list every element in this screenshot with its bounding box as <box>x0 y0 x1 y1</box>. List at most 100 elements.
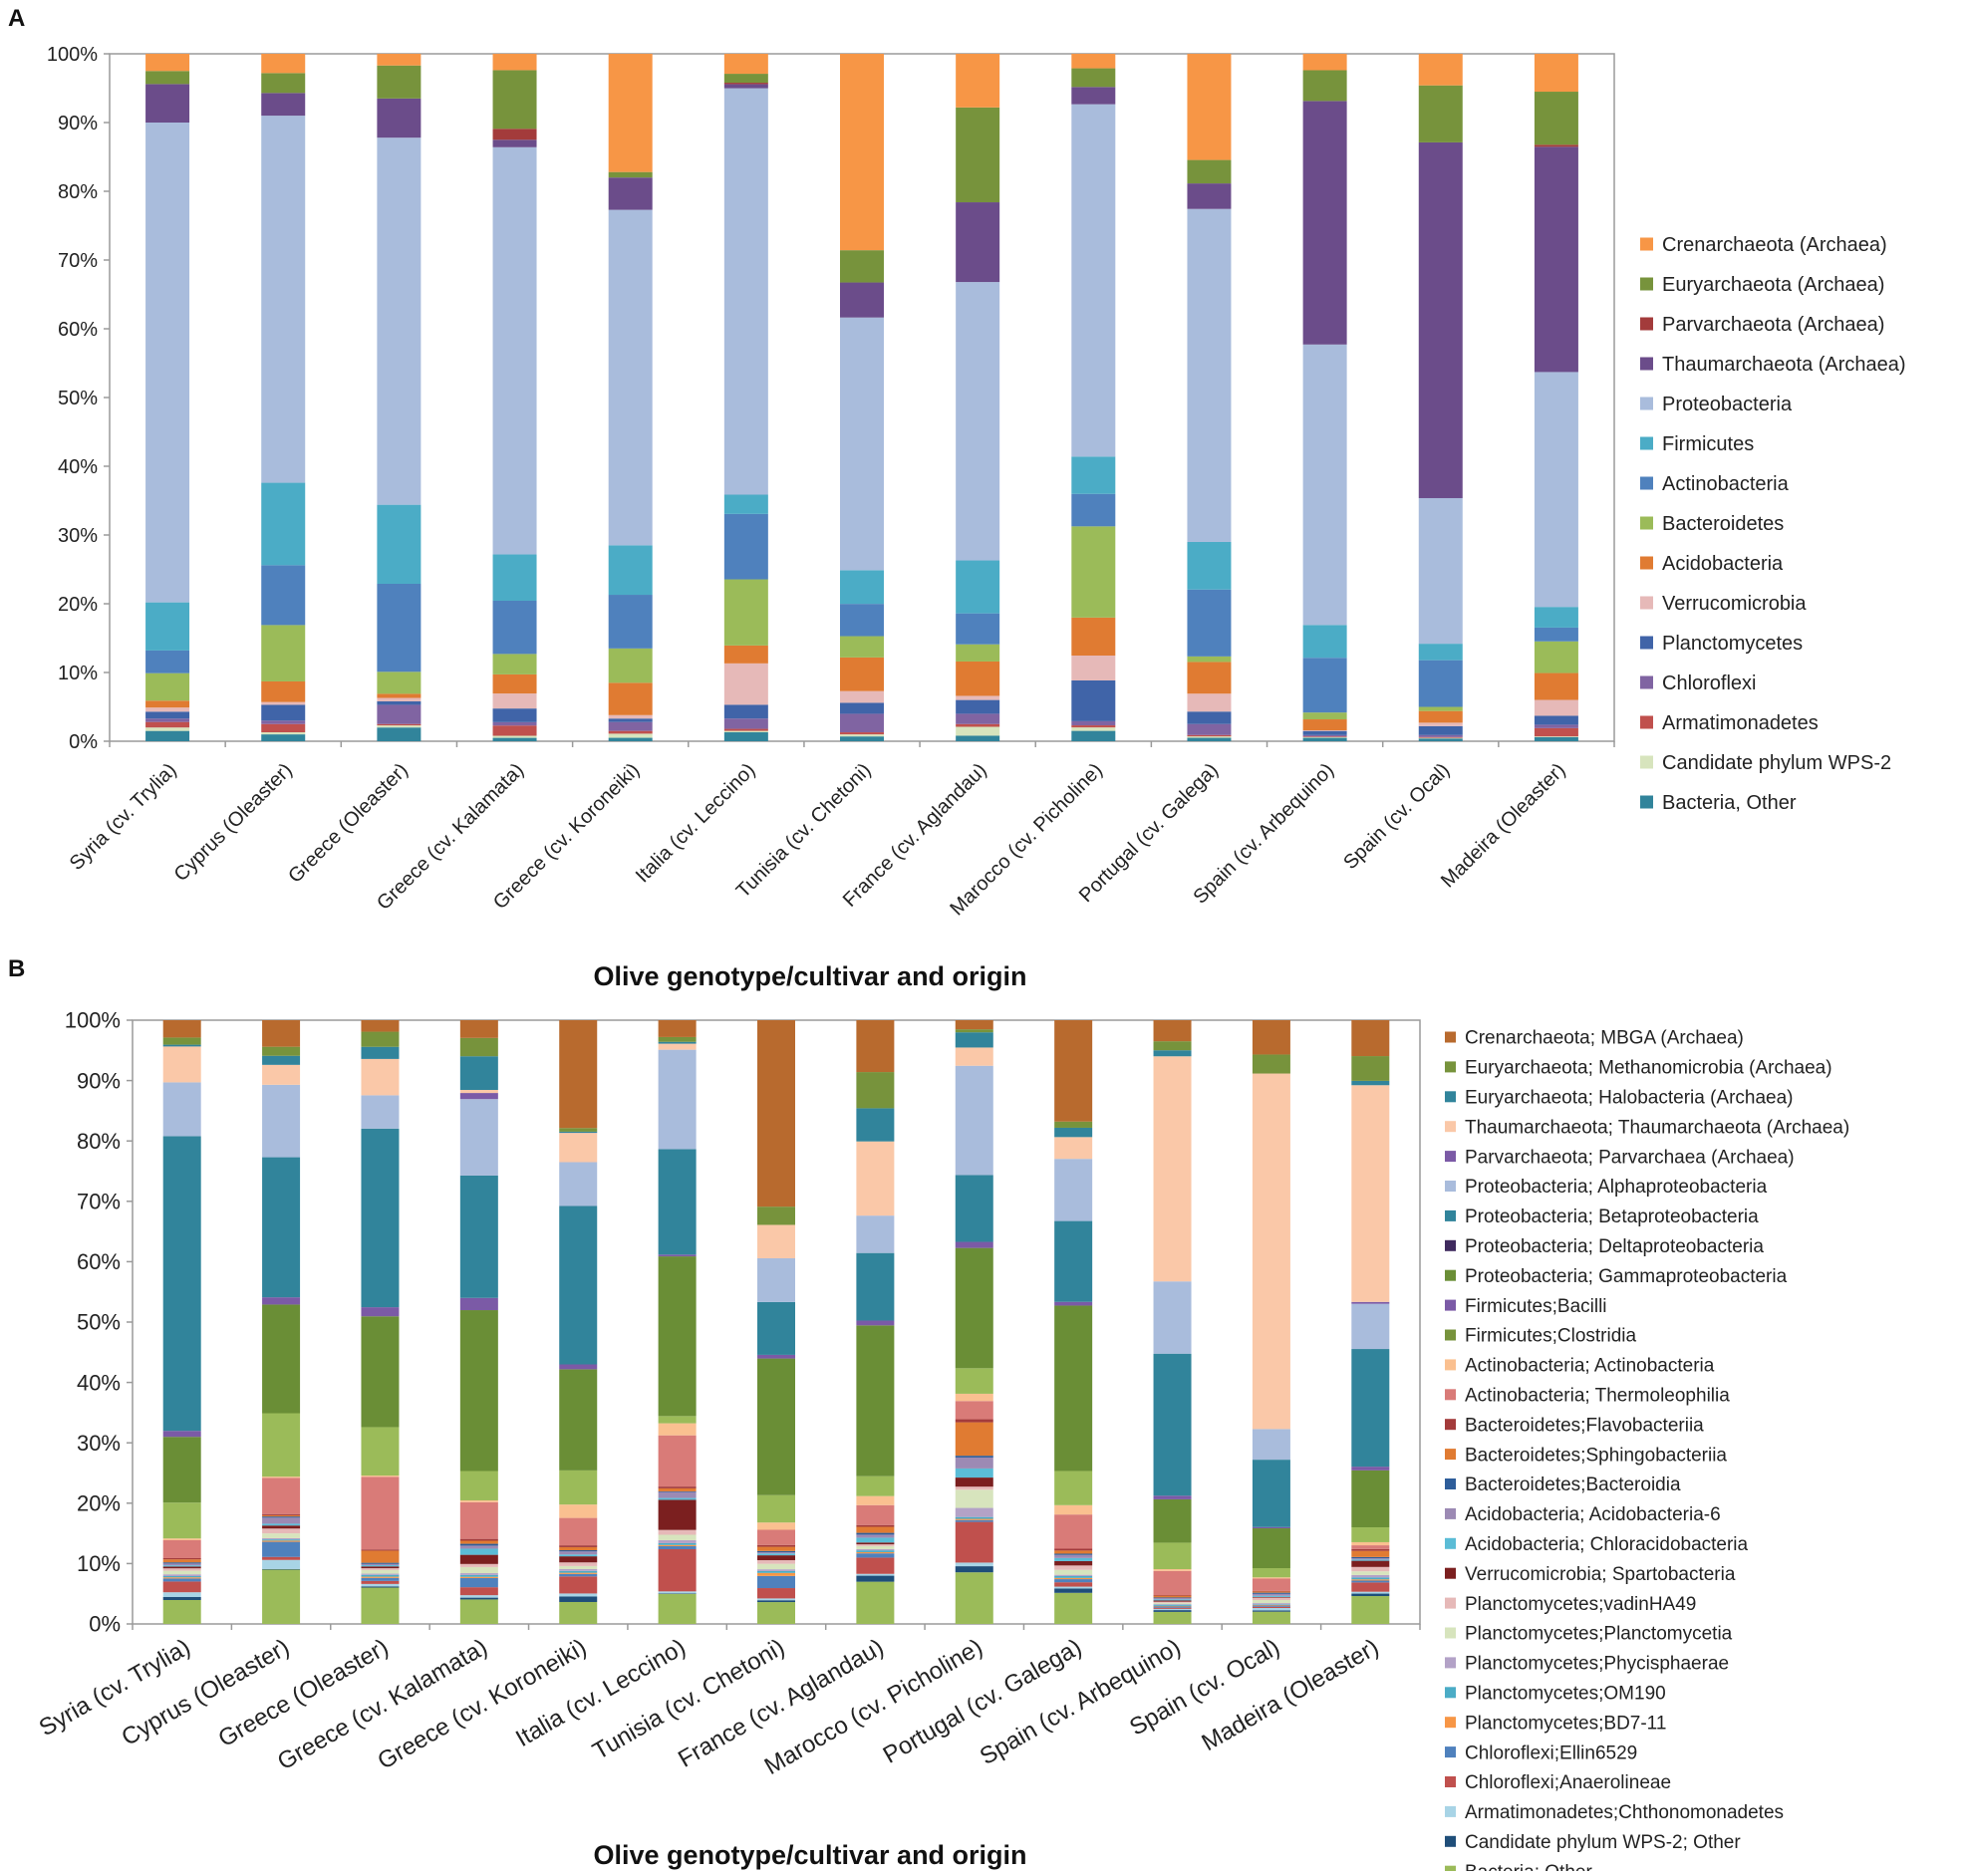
bar-segment <box>559 1162 598 1206</box>
bar-segment <box>459 1471 498 1500</box>
bar-segment <box>1252 1591 1290 1593</box>
bar-segment <box>723 728 768 731</box>
bar-segment <box>1054 1575 1093 1578</box>
bar-segment <box>1071 727 1116 731</box>
bar-segment <box>459 1597 498 1600</box>
legend-swatch <box>1640 636 1653 650</box>
bar-segment <box>1071 679 1116 721</box>
bar-segment <box>361 1586 400 1588</box>
bar-segment <box>723 54 768 75</box>
bar-segment <box>1054 1127 1093 1138</box>
bar-segment <box>377 693 422 698</box>
bar-segment <box>1351 1591 1390 1594</box>
bar-segment <box>262 1084 301 1158</box>
bar-segment <box>956 699 1000 714</box>
bar-segment <box>559 1556 598 1563</box>
bar-segment <box>492 693 537 709</box>
bar-segment <box>1351 1550 1390 1557</box>
bar-segment <box>361 1046 400 1059</box>
legend-swatch <box>1445 1209 1456 1221</box>
bar-segment <box>1252 1608 1290 1611</box>
bar-segment <box>1351 1020 1390 1057</box>
bar-segment <box>1351 1571 1390 1575</box>
bar-segment <box>377 700 422 705</box>
bar-segment <box>145 707 190 712</box>
bar-segment <box>1153 1604 1192 1606</box>
bar-segment <box>1252 1593 1290 1596</box>
bar-segment <box>1153 1608 1192 1611</box>
bar-segment <box>492 708 537 722</box>
bar-segment <box>1187 656 1232 663</box>
y-tick-label: 40% <box>58 456 98 478</box>
bar-segment <box>1187 723 1232 735</box>
bar-segment <box>145 650 190 673</box>
bar-segment <box>856 1537 895 1543</box>
bar-segment <box>658 1490 697 1492</box>
bar-segment <box>757 1358 795 1495</box>
bar-segment <box>608 545 653 596</box>
bar-segment <box>658 1041 697 1044</box>
bar-segment <box>1054 1582 1093 1587</box>
bar-segment <box>1351 1301 1390 1304</box>
legend-swatch <box>1640 317 1653 331</box>
bar-segment <box>459 1093 498 1100</box>
bar-segment <box>559 1572 598 1574</box>
bar-segment <box>1153 1542 1192 1570</box>
bar-segment <box>559 1550 598 1552</box>
legend-swatch <box>1640 516 1653 530</box>
bar-segment <box>262 1477 301 1514</box>
bar-segment <box>955 1241 993 1248</box>
bar-segment <box>559 1133 598 1163</box>
bar-segment <box>162 1574 201 1576</box>
bar-segment <box>262 1020 301 1047</box>
bar-segment <box>1351 1548 1390 1551</box>
bar-segment <box>361 1583 400 1587</box>
bar-segment <box>757 1354 795 1359</box>
bar-segment <box>757 1553 795 1556</box>
legend-swatch <box>1640 357 1653 371</box>
bar-segment <box>1153 1041 1192 1051</box>
bar-segment <box>361 1562 400 1564</box>
bar-segment <box>377 727 422 741</box>
bar-segment <box>840 282 884 318</box>
bar-segment <box>1071 617 1116 657</box>
bar-segment <box>1153 1602 1192 1605</box>
bar-segment <box>608 737 653 741</box>
bar-segment <box>1351 1556 1390 1559</box>
bar-segment <box>658 1254 697 1257</box>
bar-segment <box>459 1548 498 1555</box>
bar-segment <box>459 1310 498 1472</box>
x-category-label: Cyprus (Oleaster) <box>170 759 297 886</box>
bar-segment <box>262 1533 301 1538</box>
bar-segment <box>658 1043 697 1050</box>
bar-segment <box>955 1032 993 1048</box>
bar-segment <box>840 604 884 637</box>
bar-segment <box>840 734 884 737</box>
bar-segment <box>658 1499 697 1530</box>
bar-segment <box>162 1565 201 1567</box>
bar-segment <box>261 482 306 566</box>
bar-segment <box>1534 54 1578 93</box>
bar-segment <box>492 70 537 130</box>
bar-segment <box>1534 627 1578 642</box>
y-tick-label: 70% <box>77 1190 121 1214</box>
bar-segment <box>262 1297 301 1305</box>
bar-segment <box>1054 1588 1093 1593</box>
bar-segment <box>757 1544 795 1547</box>
bar-segment <box>955 1516 993 1519</box>
bar-segment <box>377 671 422 694</box>
bar-segment <box>492 654 537 674</box>
bar-segment <box>856 1581 895 1624</box>
bar-segment <box>1153 1607 1192 1609</box>
bar-segment <box>361 1587 400 1624</box>
legend-label: Crenarchaeota; MBGA (Archaea) <box>1465 1028 1744 1049</box>
bar-segment <box>1252 1597 1290 1601</box>
bar-segment <box>658 1256 697 1417</box>
legend-label: Candidate phylum WPS-2 <box>1662 752 1891 774</box>
bar-segment <box>955 1489 993 1508</box>
bar-segment <box>1054 1121 1093 1128</box>
bar-segment <box>856 1020 895 1073</box>
bar-segment <box>1153 1606 1192 1608</box>
bar-segment <box>459 1566 498 1574</box>
x-category-label: Syria (cv. Trylia) <box>66 759 181 875</box>
